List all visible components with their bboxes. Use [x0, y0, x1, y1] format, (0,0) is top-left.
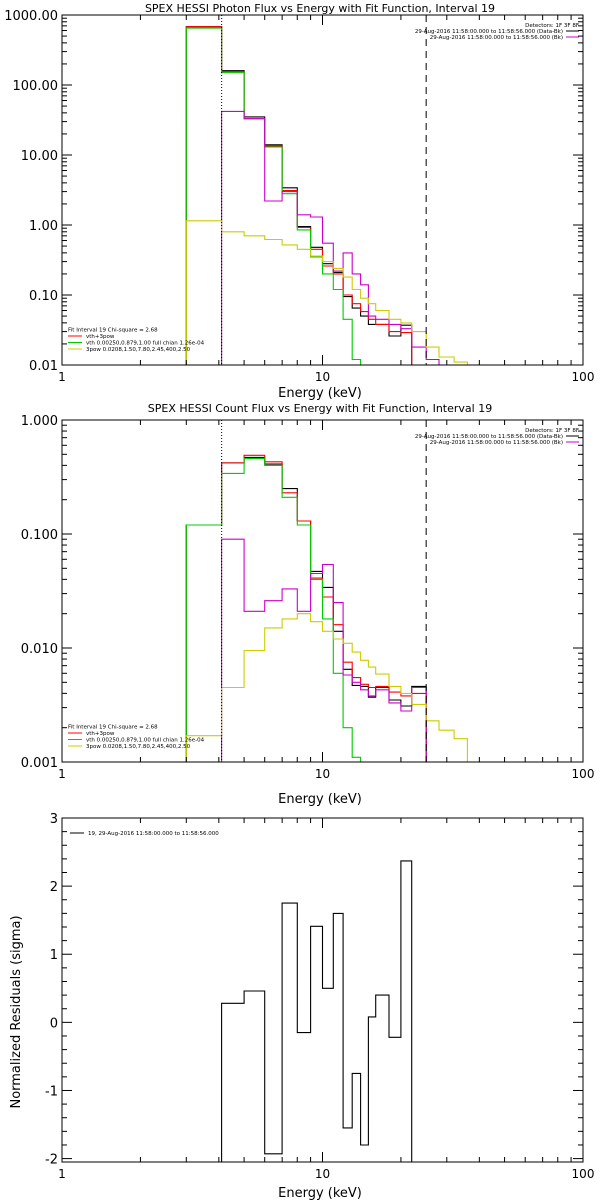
residuals-series-0: [221, 860, 413, 1162]
photon-flux-fit-text: vth+3pow: [86, 334, 115, 340]
photon-flux-ytick-label: 1.00: [29, 219, 58, 234]
photon-flux-xlabel: Energy (keV): [278, 386, 362, 401]
count-flux-fit-legend: Fit Interval 19 Chi-square = 2.68vth+3po…: [68, 725, 205, 750]
photon-flux-xtick-label: 1: [58, 370, 66, 384]
count-flux-xtick-label: 1: [58, 767, 66, 781]
count-flux-fit-text: Fit Interval 19 Chi-square = 2.68: [68, 725, 158, 731]
photon-flux-frame: [61, 14, 584, 366]
photon-flux-info-text: Detectors: 1F 3F 8F: [525, 23, 579, 29]
residuals-ytick-label: -1: [45, 1084, 58, 1099]
photon-flux-series-2: [185, 27, 369, 366]
count-flux-info-text: Detectors: 1F 3F 8F: [525, 428, 579, 434]
residuals-axes: 1 10 100 -2 -1 0 1 2 3: [45, 812, 594, 1181]
count-flux-axes: 1 10 100 0.001 0.010 0.100 1.000: [21, 414, 595, 781]
residuals-ytick-label: 1: [50, 948, 58, 963]
count-flux-ytick-label: 0.010: [21, 642, 58, 657]
count-flux-ytick-label: 0.001: [21, 756, 58, 771]
photon-flux-ytick-label: 10.00: [21, 149, 58, 164]
count-flux-xtick-label: 10: [315, 767, 330, 781]
photon-flux-ytick-label: 100.00: [13, 79, 59, 94]
photon-flux-xtick-label: 10: [315, 370, 330, 384]
count-flux-series-3: [186, 538, 439, 763]
residuals-ytick-label: 2: [50, 880, 58, 895]
residuals-ylabel: Normalized Residuals (sigma): [9, 915, 24, 1108]
photon-flux-panel: SPEX HESSI Photon Flux vs Energy with Fi…: [4, 2, 594, 401]
count-flux-title: SPEX HESSI Count Flux vs Energy with Fit…: [148, 402, 492, 415]
photon-flux-title: SPEX HESSI Photon Flux vs Energy with Fi…: [145, 2, 495, 15]
photon-flux-series-4: [185, 220, 468, 365]
count-flux-xlabel: Energy (keV): [278, 792, 362, 807]
count-flux-ytick-label: 1.000: [21, 414, 58, 429]
count-flux-series-4: [185, 613, 468, 762]
residuals-ytick-label: 0: [50, 1016, 58, 1031]
photon-flux-series-0: [185, 26, 413, 365]
photon-flux-series-3: [186, 110, 440, 366]
photon-flux-ytick-label: 0.10: [29, 289, 58, 304]
photon-flux-xtick-label: 100: [572, 370, 595, 384]
residuals-ytick-label: 3: [50, 812, 58, 827]
photon-flux-fit-text: vth 0.00250,0.879,1.00 full chian 1.26e-…: [86, 341, 205, 347]
count-flux-series-1: [185, 454, 427, 762]
count-flux-fit-text: vth 0.00250,0.879,1.00 full chian 1.26e-…: [86, 738, 205, 744]
count-flux-info-text: 29-Aug-2016 11:58:00.000 to 11:58:56.000…: [415, 434, 563, 440]
residuals-frame: [61, 817, 584, 1163]
count-flux-fit-text: 3pow 0.0208,1.50,7.80,2.45,400,2.50: [86, 744, 191, 750]
photon-flux-plot-area: [185, 15, 468, 366]
residuals-xtick-label: 1: [58, 1167, 66, 1181]
count-flux-xtick-label: 100: [572, 767, 595, 781]
photon-flux-series-1: [185, 26, 413, 365]
photon-flux-axes: 1 10 100 0.01 0.10 1.00 10.00 100.00 1000.00: [4, 9, 594, 384]
count-flux-series-0: [185, 456, 427, 762]
residuals-panel: 1 10 100 -2 -1 0 1 2 3 Energy (keV) Normalized R…: [9, 812, 594, 1200]
count-flux-panel: SPEX HESSI Count Flux vs Energy with Fit…: [21, 402, 595, 807]
photon-flux-info-text: 29-Aug-2016 11:58:00.000 to 11:58:56.000…: [430, 35, 563, 41]
residuals-xtick-label: 10: [315, 1167, 330, 1181]
count-flux-ytick-label: 0.100: [21, 528, 58, 543]
count-flux-info-text: 29-Aug-2016 11:58:00.000 to 11:58:56.000…: [430, 440, 563, 446]
residuals-legend-text: 19, 29-Aug-2016 11:58:00.000 to 11:58:56…: [88, 831, 219, 837]
residuals-plot-area: [221, 860, 413, 1162]
photon-flux-fit-legend: Fit Interval 19 Chi-square = 2.68vth+3po…: [68, 328, 205, 353]
photon-flux-ytick-label: 1000.00: [4, 9, 58, 24]
residuals-ytick-label: -2: [45, 1153, 58, 1168]
residuals-xlabel: Energy (keV): [278, 1186, 362, 1200]
count-flux-plot-area: [185, 420, 468, 763]
photon-flux-ytick-label: 0.01: [29, 359, 58, 374]
residuals-legend: 19, 29-Aug-2016 11:58:00.000 to 11:58:56…: [70, 831, 219, 837]
photon-flux-info-text: 29-Aug-2016 11:58:00.000 to 11:58:56.000…: [415, 29, 563, 35]
residuals-xtick-label: 100: [572, 1167, 595, 1181]
count-flux-fit-text: vth+3pow: [86, 731, 115, 737]
photon-flux-fit-text: 3pow 0.0208,1.50,7.80,2.45,400,2.50: [86, 347, 191, 353]
photon-flux-fit-text: Fit Interval 19 Chi-square = 2.68: [68, 328, 158, 334]
count-flux-series-2: [185, 457, 362, 762]
